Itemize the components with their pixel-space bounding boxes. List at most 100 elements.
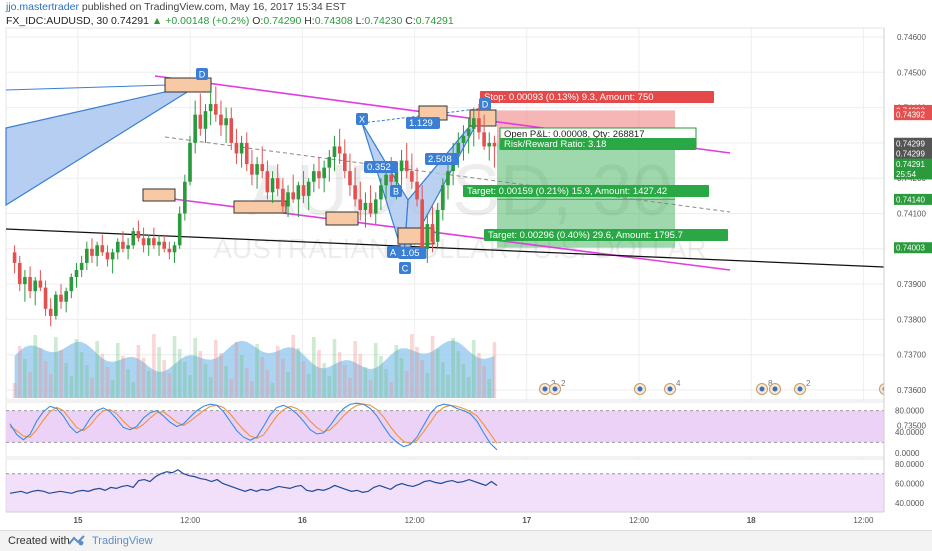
zone-box — [325, 211, 359, 226]
volume-bar — [281, 359, 285, 398]
target1-label-bg — [463, 185, 709, 197]
tradingview-brand[interactable]: TradingView — [92, 535, 153, 547]
axis-bg — [884, 28, 932, 512]
candle-body — [172, 245, 177, 253]
rr-label-bg — [500, 138, 696, 150]
candle-body — [317, 171, 321, 179]
volume-bar — [446, 375, 450, 398]
price-tag: 0.74299 — [896, 149, 925, 158]
event-dot — [759, 386, 765, 392]
volume-bar — [136, 345, 141, 398]
left-point-d: D — [199, 70, 206, 80]
candle-body — [167, 248, 172, 253]
harmonic-pattern[interactable] — [5, 77, 497, 259]
volume-bar — [141, 358, 146, 398]
ratio-label-3-bg — [425, 153, 459, 165]
ratio-label-2: 0.352 — [367, 162, 391, 173]
volume-bar — [115, 343, 120, 398]
volume-bar — [167, 373, 172, 398]
volume-bar — [38, 348, 43, 398]
price-tag: 25:54 — [896, 170, 917, 179]
target2-label-bg — [484, 229, 728, 241]
target2-label: Target: 0.00296 (0.40%) 29.6, Amount: 17… — [488, 230, 683, 241]
candle-body — [332, 146, 337, 158]
time-tick: 16 — [298, 516, 307, 525]
volume-bar — [441, 362, 445, 398]
candle-body — [456, 142, 461, 154]
candle-body — [234, 142, 239, 154]
candle-body — [28, 277, 32, 292]
volume-bar — [337, 352, 342, 398]
price-tick: 0.73800 — [897, 315, 926, 324]
price-tag-bg — [894, 193, 932, 205]
candle-body — [146, 238, 151, 246]
rsi-pane — [5, 458, 885, 513]
volume-bar — [172, 336, 177, 398]
candle-body — [183, 181, 187, 214]
volume-bar — [208, 377, 213, 398]
candle-body — [348, 171, 352, 186]
volume-bar — [306, 374, 311, 398]
stoch-tick: 80.0000 — [895, 407, 924, 416]
price-tag: 0.74291 — [896, 160, 925, 169]
volume-bar — [384, 369, 388, 398]
ratio-label-1: 1.129 — [409, 118, 433, 129]
economic-events[interactable]: 224823 — [539, 379, 897, 395]
volume-bar — [48, 374, 53, 398]
candle-body — [177, 213, 182, 246]
volume-bar — [301, 361, 306, 398]
event-dot — [637, 386, 643, 392]
candle-body — [38, 280, 43, 288]
candle-body — [110, 252, 115, 260]
volume-bar — [358, 354, 363, 398]
volume-bar — [286, 372, 290, 398]
volume-bar — [162, 360, 167, 398]
volume-bar — [69, 376, 74, 398]
candle-body — [23, 277, 27, 285]
candle-body — [389, 174, 394, 182]
price-tag: 0.74003 — [896, 244, 925, 253]
candle-body — [79, 262, 84, 270]
candle-body — [43, 287, 48, 309]
volume-bar — [85, 365, 89, 398]
volume-bar — [471, 340, 476, 398]
volume-bar — [224, 366, 228, 398]
volume-bar — [270, 383, 275, 398]
volume-bar — [177, 349, 182, 398]
symbol-name[interactable]: FX_IDC:AUDUSD, 30 — [6, 15, 109, 27]
candle-body — [441, 185, 445, 210]
price-axis[interactable]: 0.746000.745000.744000.743000.742000.741… — [883, 28, 932, 512]
created-with: Created with — [8, 535, 70, 547]
volume-bar — [456, 351, 461, 398]
volume-bar — [461, 364, 466, 398]
candle-body — [270, 178, 275, 193]
candle-body — [342, 153, 347, 172]
candle-body — [17, 262, 22, 285]
candle-body — [379, 185, 383, 200]
volume-bar — [110, 380, 115, 398]
rsi-tick: 80.0000 — [895, 460, 924, 469]
candle-body — [115, 241, 120, 253]
event-count: 2 — [806, 379, 811, 388]
pattern-point-b-bg — [390, 185, 402, 197]
volume-bar — [213, 340, 218, 398]
pnl-label-bg — [500, 128, 696, 140]
candle-body — [152, 238, 156, 246]
volume-bar — [255, 344, 259, 398]
volume-bar — [43, 361, 48, 398]
time-axis[interactable]: 15 12:00 16 12:00 17 12:00 18 12:00 — [6, 511, 884, 525]
chart-canvas[interactable]: AUDUSD, 30 AUSTRALIAN DOLLAR / U.S. DOLL… — [0, 0, 932, 530]
candle-body — [12, 252, 17, 263]
zone-box — [142, 188, 176, 202]
event-dot — [552, 386, 558, 392]
volume-bar — [410, 334, 414, 398]
pattern-point-a: A — [390, 248, 396, 258]
price-tick: 0.73600 — [897, 386, 926, 395]
candle-body — [435, 209, 440, 242]
rsi-tick: 60.0000 — [895, 480, 924, 489]
candle-body — [415, 181, 419, 200]
author-link[interactable]: jjo.mastertrader — [6, 1, 79, 13]
event-dot — [667, 386, 673, 392]
volume-bar — [435, 349, 440, 398]
candle-body — [198, 114, 203, 129]
